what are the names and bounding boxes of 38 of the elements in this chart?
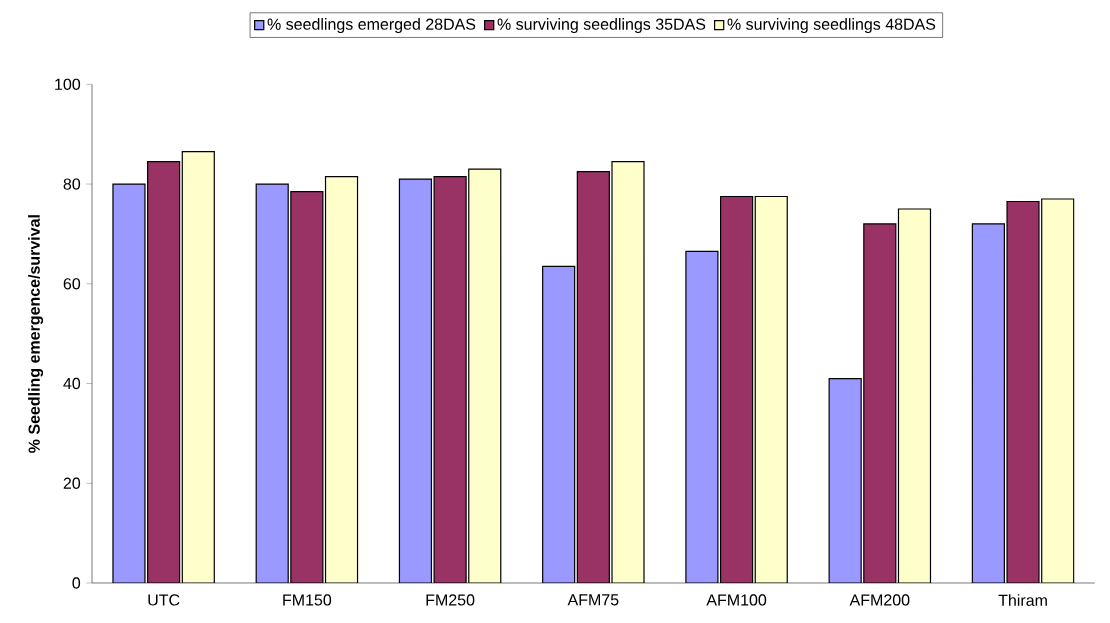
- bar: [754, 195, 788, 583]
- bar: [255, 183, 289, 583]
- x-tick-label: AFM75: [567, 594, 619, 606]
- legend-label: % surviving seedlings 48DAS: [727, 18, 936, 34]
- y-tick-label: 40: [63, 377, 81, 390]
- bar: [542, 265, 576, 583]
- bar: [290, 190, 324, 583]
- bar: [576, 170, 610, 583]
- x-tick-label: UTC: [148, 594, 180, 606]
- bar: [147, 161, 181, 583]
- y-axis-title: % Seedling emergence/survival: [28, 215, 44, 453]
- x-tick-label: FM250: [426, 594, 475, 606]
- bar: [685, 250, 719, 583]
- bar: [828, 377, 862, 583]
- bar: [1041, 198, 1075, 583]
- x-tick-label: FM150: [283, 594, 332, 606]
- bar: [181, 151, 215, 583]
- legend-label: % surviving seedlings 35DAS: [497, 18, 706, 34]
- bar: [398, 178, 433, 583]
- y-tick-label: 60: [63, 278, 81, 290]
- bar: [897, 208, 932, 583]
- bar: [971, 223, 1005, 583]
- bar: [112, 183, 146, 583]
- x-tick-label: AFM200: [849, 594, 910, 606]
- bar: [863, 223, 897, 583]
- y-tick-label: 100: [55, 78, 81, 90]
- legend-label: % seedlings emerged 28DAS: [267, 18, 476, 34]
- bar: [468, 168, 502, 583]
- y-tick-label: 80: [63, 178, 81, 190]
- x-tick-label: AFM100: [706, 594, 767, 606]
- bar: [1006, 200, 1040, 583]
- y-tick-label: 20: [63, 477, 81, 489]
- bar: [719, 195, 754, 583]
- bar: [324, 175, 359, 583]
- bar: [433, 175, 467, 583]
- y-tick-label: 0: [72, 577, 81, 589]
- x-tick-label: Thiram: [998, 594, 1047, 607]
- bar: [611, 161, 645, 583]
